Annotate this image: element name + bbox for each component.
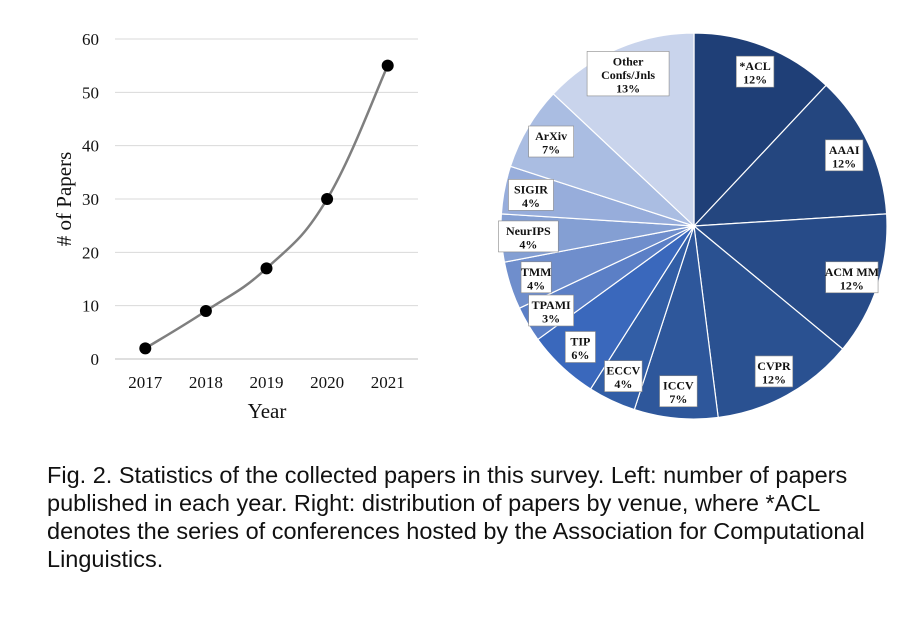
data-point bbox=[260, 262, 273, 275]
data-points bbox=[139, 59, 394, 355]
callout-box bbox=[508, 179, 554, 211]
y-tick-label: 20 bbox=[82, 243, 99, 262]
callout-box bbox=[528, 125, 574, 158]
slice-percent-label: 12% bbox=[840, 278, 864, 292]
y-axis-title: # of Papers bbox=[52, 152, 76, 246]
x-tick-label: 2019 bbox=[250, 373, 284, 392]
data-point bbox=[381, 59, 394, 72]
callout-box bbox=[825, 261, 879, 294]
data-point bbox=[139, 342, 152, 355]
slice-label: ECCV bbox=[606, 364, 640, 378]
y-tick-label: 10 bbox=[82, 297, 99, 316]
data-point bbox=[199, 305, 212, 317]
slice-label: CVPR bbox=[757, 359, 791, 373]
slice-label: TMM bbox=[521, 265, 552, 279]
slice-percent-label: 7% bbox=[542, 143, 560, 157]
y-tick-label: 60 bbox=[82, 30, 99, 49]
slice-percent-label: 4% bbox=[519, 237, 537, 251]
slice-label: ICCV bbox=[663, 379, 694, 393]
y-tick-label: 0 bbox=[91, 350, 100, 369]
x-tick-label: 2017 bbox=[128, 373, 163, 392]
callout-box bbox=[604, 360, 643, 392]
slice-label: *ACL bbox=[739, 59, 770, 73]
slice-percent-label: 12% bbox=[743, 73, 767, 87]
slice-label: NeurIPS bbox=[506, 224, 551, 238]
x-tick-label: 2020 bbox=[310, 373, 344, 392]
x-axis-title: Year bbox=[248, 399, 287, 423]
slice-percent-label: 13% bbox=[616, 81, 640, 95]
slice-label: TIP bbox=[570, 334, 590, 348]
slice-label: AAAI bbox=[829, 143, 860, 157]
slice-label: Confs/Jnls bbox=[601, 68, 655, 82]
slice-label: Other bbox=[613, 54, 644, 68]
callout-box bbox=[586, 51, 670, 97]
x-tick-label: 2018 bbox=[189, 373, 223, 392]
pie-slices bbox=[500, 32, 888, 420]
slice-percent-label: 7% bbox=[669, 392, 687, 406]
slice-percent-label: 12% bbox=[832, 156, 856, 170]
callout-box bbox=[825, 139, 864, 172]
callout-box bbox=[564, 331, 596, 363]
slice-label: ACM MM bbox=[825, 265, 879, 279]
callout-box bbox=[659, 375, 698, 408]
x-tick-labels: 2017 2018 2019 2020 2021 bbox=[128, 373, 404, 392]
callout-box bbox=[498, 220, 559, 253]
pie-slice bbox=[692, 84, 888, 227]
slice-percent-label: 12% bbox=[762, 372, 786, 386]
callout-box bbox=[528, 294, 574, 327]
slice-percent-label: 4% bbox=[614, 377, 632, 391]
slice-percent-label: 4% bbox=[527, 278, 545, 292]
callout-box bbox=[754, 355, 794, 388]
slice-label: ArXiv bbox=[535, 129, 567, 143]
slice-label: SIGIR bbox=[514, 182, 548, 196]
y-tick-label: 40 bbox=[82, 137, 99, 156]
callout-box bbox=[736, 55, 775, 88]
pie-slice bbox=[693, 224, 844, 419]
figure-caption: Fig. 2. Statistics of the collected pape… bbox=[47, 462, 865, 572]
gridlines bbox=[115, 38, 418, 360]
data-point bbox=[321, 193, 334, 205]
x-tick-label: 2021 bbox=[371, 373, 405, 392]
y-tick-label: 50 bbox=[82, 83, 99, 102]
series-path bbox=[144, 65, 389, 350]
slice-percent-label: 6% bbox=[571, 348, 589, 362]
y-tick-labels: 0 10 20 30 40 50 60 bbox=[82, 30, 99, 369]
slice-label: TPAMI bbox=[532, 298, 571, 312]
pie-slice bbox=[693, 32, 827, 228]
y-tick-label: 30 bbox=[82, 190, 99, 209]
slice-percent-label: 4% bbox=[522, 196, 540, 210]
slice-percent-label: 3% bbox=[542, 311, 560, 325]
series-line bbox=[144, 65, 389, 350]
callout-box bbox=[520, 261, 552, 294]
